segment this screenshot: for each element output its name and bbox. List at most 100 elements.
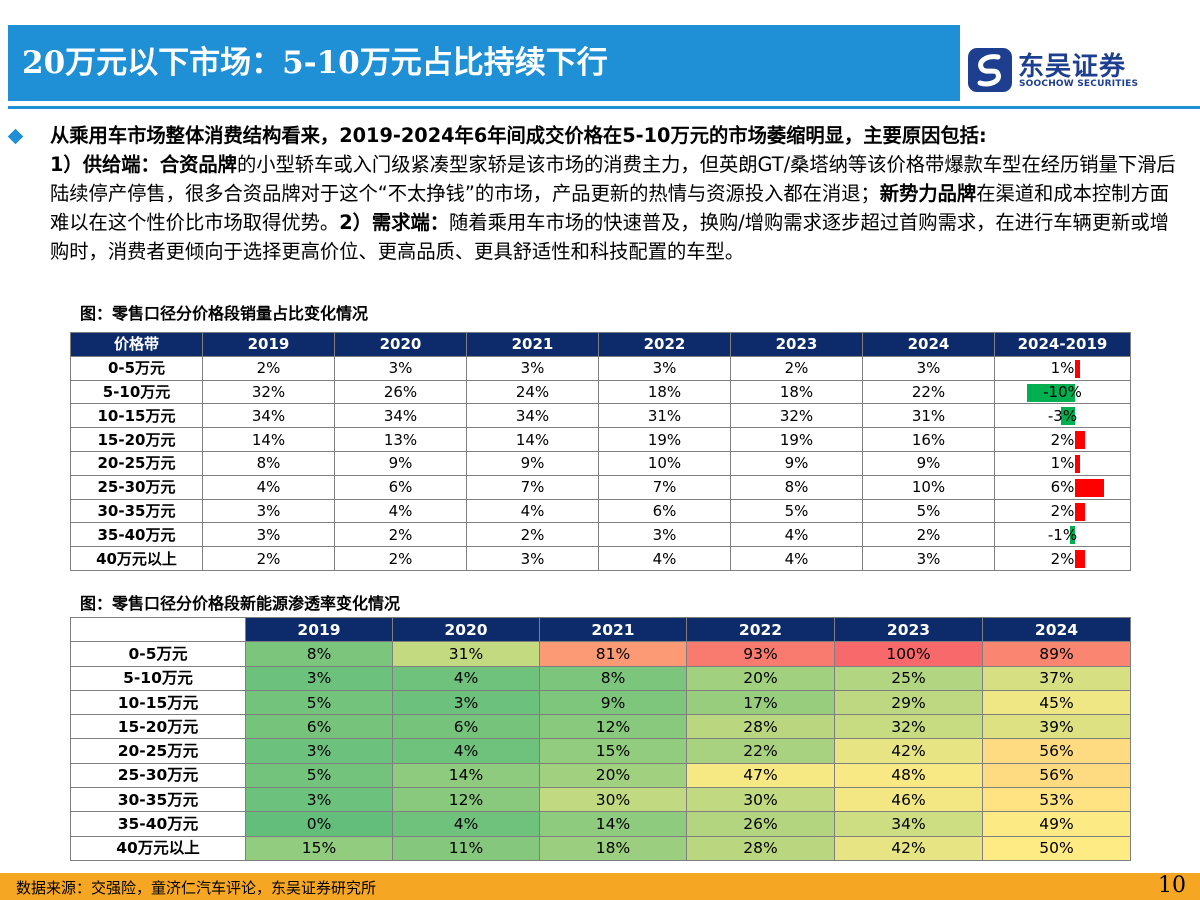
table2-heat-cell: 4%: [392, 665, 540, 691]
table1-diff-label: 2%: [1050, 501, 1075, 520]
table2-header-cell: 2023: [834, 616, 983, 643]
table2-heat-cell: 20%: [539, 762, 687, 789]
table1-header-cell: 2024-2019: [994, 332, 1131, 357]
table1-diff-cell: -1%: [994, 522, 1131, 548]
table2-heat-cell: 30%: [686, 787, 835, 813]
table1-cell: 9%: [730, 450, 863, 476]
table2-row: 40万元以上 15% 11% 18% 28% 42% 50%: [70, 835, 1131, 861]
table2-row: 15-20万元 6% 6% 12% 28% 32% 39%: [70, 714, 1131, 740]
table1-price-band: 5-10万元: [70, 379, 203, 405]
table1-cell: 19%: [730, 427, 863, 452]
table2-row: 25-30万元 5% 14% 20% 47% 48% 56%: [70, 762, 1131, 789]
table2-heat-cell: 93%: [686, 641, 835, 667]
table1-price-band: 10-15万元: [70, 403, 203, 429]
para-new-brands: 新势力品牌: [879, 182, 977, 205]
table2-row: 0-5万元 8% 31% 81% 93% 100% 89%: [70, 641, 1131, 667]
logo-chinese-name: 东吴证券: [1018, 52, 1127, 82]
table1-row: 25-30万元 4% 6% 7% 7% 8% 10% 6%: [70, 474, 1131, 500]
diff-bar-positive: [1075, 431, 1085, 450]
table2-heat-cell: 5%: [245, 762, 393, 789]
table1-diff-cell: 2%: [994, 546, 1131, 571]
table1-row: 35-40万元 3% 2% 2% 3% 4% 2% -1%: [70, 522, 1131, 548]
page-number: 10: [1158, 873, 1186, 898]
table2-heat-cell: 56%: [982, 762, 1131, 789]
table2-row: 10-15万元 5% 3% 9% 17% 29% 45%: [70, 689, 1131, 716]
logo-english-name: SOOCHOW SECURITIES: [1019, 79, 1139, 89]
table1-cell: 3%: [598, 522, 731, 548]
table1-cell: 3%: [466, 355, 599, 381]
table1-row: 5-10万元 32% 26% 24% 18% 18% 22% -10%: [70, 379, 1131, 405]
table1-cell: 5%: [862, 498, 995, 524]
para-demand-label: 2）需求端：: [339, 211, 450, 234]
table2-corner-cell: [70, 616, 246, 643]
table1-diff-label: 1%: [1050, 454, 1075, 473]
table1-cell: 3%: [202, 522, 335, 548]
data-source: 数据来源：交强险，童济仁汽车评论，东吴证券研究所: [16, 879, 377, 897]
table2-row: 35-40万元 0% 4% 14% 26% 34% 49%: [70, 811, 1131, 837]
para-text-3: 随着乘用车市场的快速普及，换购/增购需求逐步超过首购需求，在进行车辆更新或增购时…: [50, 211, 1169, 263]
page-title: 20万元以下市场：5-10万元占比持续下行: [22, 45, 608, 81]
table1-cell: 34%: [466, 403, 599, 429]
table1-cell: 8%: [730, 474, 863, 500]
diff-bar-positive: [1075, 502, 1085, 521]
table1-price-band: 20-25万元: [70, 450, 203, 476]
table1-header-cell: 2020: [334, 332, 467, 357]
table2-price-band: 10-15万元: [70, 689, 246, 716]
table2-heat-cell: 3%: [392, 689, 540, 716]
table2-heat-cell: 45%: [982, 689, 1131, 716]
table1-header-cell: 2021: [466, 332, 599, 357]
table2-heat-cell: 6%: [392, 714, 540, 740]
table1-cell: 10%: [598, 450, 731, 476]
table1-cell: 2%: [334, 546, 467, 571]
table1-cell: 24%: [466, 379, 599, 405]
table2-heat-cell: 11%: [392, 835, 540, 861]
table1-cell: 6%: [598, 498, 731, 524]
table2-heat-cell: 22%: [686, 738, 835, 764]
table1-cell: 26%: [334, 379, 467, 405]
table2-heat-cell: 32%: [834, 714, 983, 740]
table2-heat-cell: 3%: [245, 738, 393, 764]
table2-heat-cell: 18%: [539, 835, 687, 861]
diff-bar-negative: [1070, 526, 1075, 545]
table1-cell: 18%: [598, 379, 731, 405]
table1-cell: 34%: [334, 403, 467, 429]
main-paragraph: 从乘用车市场整体消费结构看来，2019-2024年6年间成交价格在5-10万元的…: [50, 121, 1186, 266]
table1-price-band: 35-40万元: [70, 522, 203, 548]
table2-heat-cell: 37%: [982, 665, 1131, 691]
table2-heat-cell: 48%: [834, 762, 983, 789]
table1-diff-label: -10%: [1043, 382, 1082, 401]
table1-row: 30-35万元 3% 4% 4% 6% 5% 5% 2%: [70, 498, 1131, 524]
table2-heat-cell: 49%: [982, 811, 1131, 837]
table1-price-band: 25-30万元: [70, 474, 203, 500]
table1-price-band: 40万元以上: [70, 546, 203, 571]
table1-cell: 4%: [334, 498, 467, 524]
table2-price-band: 30-35万元: [70, 787, 246, 813]
table2-heat-cell: 14%: [392, 762, 540, 789]
table2-header-cell: 2020: [392, 616, 540, 643]
title-bar: 20万元以下市场：5-10万元占比持续下行: [8, 25, 960, 101]
table2-heat-cell: 3%: [245, 665, 393, 691]
table2-price-band: 25-30万元: [70, 762, 246, 789]
table1-cell: 32%: [202, 379, 335, 405]
table1-diff-cell: 1%: [994, 450, 1131, 476]
sales-share-table: 价格带 2019 2020 2021 2022 2023 2024 2024-2019 0-5…: [70, 332, 1131, 571]
table2-heat-cell: 5%: [245, 689, 393, 716]
table2-price-band: 40万元以上: [70, 835, 246, 861]
footer-bar: 数据来源：交强险，童济仁汽车评论，东吴证券研究所 10: [0, 873, 1200, 900]
table2-header-cell: 2021: [539, 616, 687, 643]
table1-cell: 19%: [598, 427, 731, 452]
table1-cell: 34%: [202, 403, 335, 429]
table1-cell: 18%: [730, 379, 863, 405]
table1-row: 15-20万元 14% 13% 14% 19% 19% 16% 2%: [70, 427, 1131, 452]
table1-header-cell: 价格带: [70, 332, 203, 357]
table1-diff-cell: 2%: [994, 498, 1131, 524]
para-supply-label: 1）供给端：: [50, 153, 160, 176]
table1-cell: 31%: [598, 403, 731, 429]
table2-heat-cell: 25%: [834, 665, 983, 691]
table2-heat-cell: 28%: [686, 714, 835, 740]
table2-heat-cell: 28%: [686, 835, 835, 861]
table2-heat-cell: 8%: [539, 665, 687, 691]
table1-diff-cell: -10%: [994, 379, 1131, 405]
table1-cell: 32%: [730, 403, 863, 429]
table2-heat-cell: 0%: [245, 811, 393, 837]
